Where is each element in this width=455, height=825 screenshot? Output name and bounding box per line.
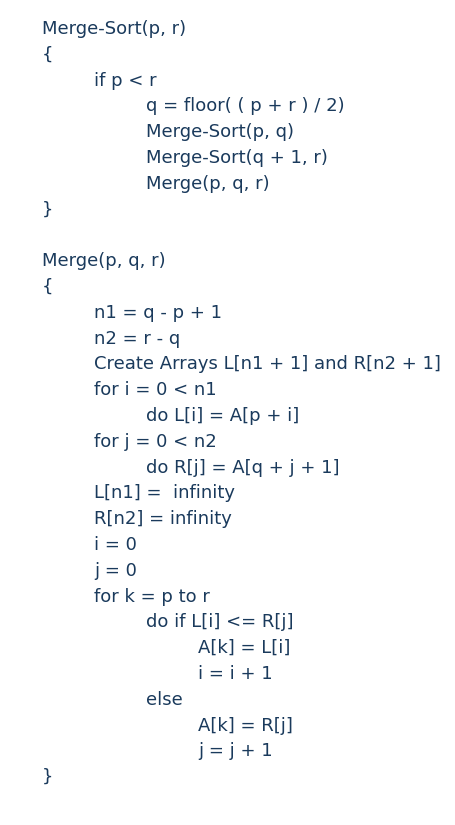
Text: j = 0: j = 0	[94, 562, 136, 580]
Text: j = j + 1: j = j + 1	[197, 742, 272, 761]
Text: do L[i] = A[p + i]: do L[i] = A[p + i]	[146, 407, 298, 425]
Text: Merge-Sort(p, q): Merge-Sort(p, q)	[146, 123, 293, 141]
Text: A[k] = L[i]: A[k] = L[i]	[197, 639, 290, 658]
Text: R[n2] = infinity: R[n2] = infinity	[94, 510, 231, 528]
Text: for i = 0 < n1: for i = 0 < n1	[94, 381, 216, 399]
Text: {: {	[42, 46, 53, 64]
Text: for k = p to r: for k = p to r	[94, 587, 209, 606]
Text: {: {	[42, 278, 53, 296]
Text: Create Arrays L[n1 + 1] and R[n2 + 1]: Create Arrays L[n1 + 1] and R[n2 + 1]	[94, 356, 440, 374]
Text: }: }	[42, 768, 53, 786]
Text: if p < r: if p < r	[94, 72, 156, 90]
Text: do R[j] = A[q + j + 1]: do R[j] = A[q + j + 1]	[146, 459, 339, 477]
Text: for j = 0 < n2: for j = 0 < n2	[94, 433, 216, 450]
Text: Merge(p, q, r): Merge(p, q, r)	[146, 175, 269, 193]
Text: i = i + 1: i = i + 1	[197, 665, 272, 683]
Text: A[k] = R[j]: A[k] = R[j]	[197, 717, 292, 734]
Text: }: }	[42, 200, 53, 219]
Text: Merge(p, q, r): Merge(p, q, r)	[42, 252, 165, 271]
Text: do if L[i] <= R[j]: do if L[i] <= R[j]	[146, 614, 293, 631]
Text: else: else	[146, 691, 182, 709]
Text: q = floor( ( p + r ) / 2): q = floor( ( p + r ) / 2)	[146, 97, 344, 116]
Text: i = 0: i = 0	[94, 536, 136, 554]
Text: n1 = q - p + 1: n1 = q - p + 1	[94, 304, 222, 322]
Text: Merge-Sort(p, r): Merge-Sort(p, r)	[42, 20, 186, 38]
Text: n2 = r - q: n2 = r - q	[94, 330, 180, 347]
Text: Merge-Sort(q + 1, r): Merge-Sort(q + 1, r)	[146, 149, 327, 167]
Text: L[n1] =  infinity: L[n1] = infinity	[94, 484, 234, 502]
